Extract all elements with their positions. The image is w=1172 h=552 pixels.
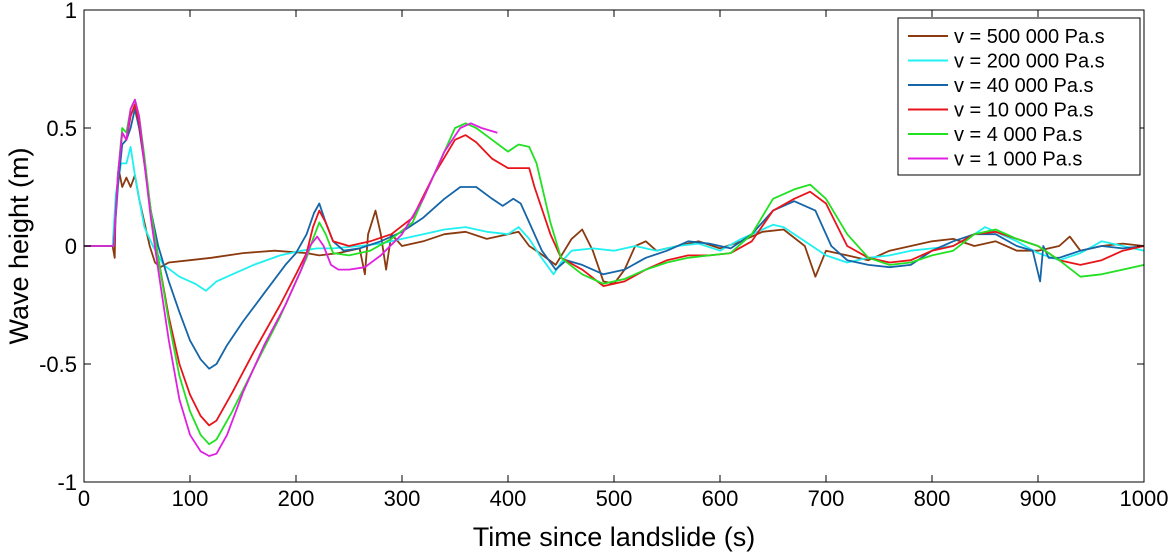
x-tick-label: 1000 bbox=[1120, 486, 1169, 511]
legend-entry-1: v = 200 000 Pa.s bbox=[954, 51, 1105, 73]
series-line-4 bbox=[84, 98, 1145, 446]
y-tick-label: -0.5 bbox=[39, 352, 77, 377]
y-axis-label: Wave height (m) bbox=[4, 147, 34, 344]
x-tick-label: 800 bbox=[914, 486, 951, 511]
x-tick-label: 0 bbox=[78, 486, 90, 511]
series-line-1 bbox=[84, 146, 1145, 292]
x-tick-label: 700 bbox=[808, 486, 845, 511]
x-tick-label: 300 bbox=[384, 486, 421, 511]
y-tick-label: 0.5 bbox=[46, 116, 77, 141]
series-layer bbox=[84, 98, 1145, 457]
series-line-3 bbox=[84, 103, 1145, 427]
x-tick-label: 900 bbox=[1020, 486, 1057, 511]
y-tick-label: 1 bbox=[65, 0, 77, 23]
legend-entry-4: v = 4 000 Pa.s bbox=[954, 124, 1082, 146]
legend-entry-2: v = 40 000 Pa.s bbox=[954, 75, 1094, 97]
x-axis-label: Time since landslide (s) bbox=[473, 522, 756, 552]
ticks-layer: 0 100 200 300 400 500 600 700 800 900 1000 -1 -0.5 0 0… bbox=[39, 0, 1168, 511]
legend-entry-0: v = 500 000 Pa.s bbox=[954, 26, 1105, 48]
series-line-2 bbox=[84, 108, 1145, 370]
x-tick-label: 400 bbox=[490, 486, 527, 511]
legend-entry-3: v = 10 000 Pa.s bbox=[954, 100, 1094, 122]
y-tick-label: -1 bbox=[57, 470, 77, 495]
legend-entry-5: v = 1 000 Pa.s bbox=[954, 149, 1082, 171]
legend: v = 500 000 Pa.s v = 200 000 Pa.sv = 40 0… bbox=[897, 17, 1141, 176]
series-line-5 bbox=[84, 98, 498, 457]
x-tick-label: 500 bbox=[596, 486, 633, 511]
x-tick-label: 600 bbox=[702, 486, 739, 511]
x-tick-label: 200 bbox=[278, 486, 315, 511]
series-line-0 bbox=[84, 169, 1145, 285]
y-tick-label: 0 bbox=[65, 234, 77, 259]
x-tick-label: 100 bbox=[172, 486, 209, 511]
legend-box bbox=[897, 17, 1141, 176]
